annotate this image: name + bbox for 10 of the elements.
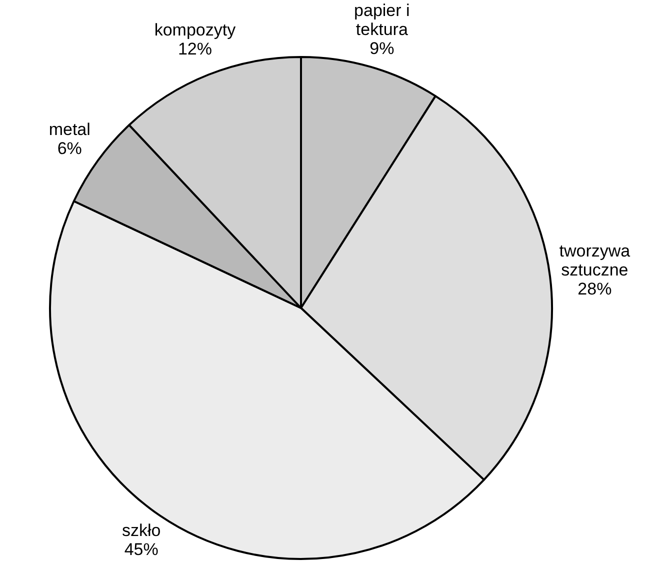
data-label: 28% <box>578 280 612 299</box>
data-label: 12% <box>178 39 212 58</box>
slice-label: kompozyty <box>154 20 236 40</box>
slice-label: metal <box>48 120 90 140</box>
slice-label: tworzywa sztuczne <box>559 242 631 280</box>
data-label: 45% <box>124 540 158 560</box>
slice-label: szkło <box>122 521 161 540</box>
data-label: 6% <box>57 139 82 158</box>
slice-label: papier i tektura <box>354 1 410 40</box>
data-label: 9% <box>370 39 394 58</box>
